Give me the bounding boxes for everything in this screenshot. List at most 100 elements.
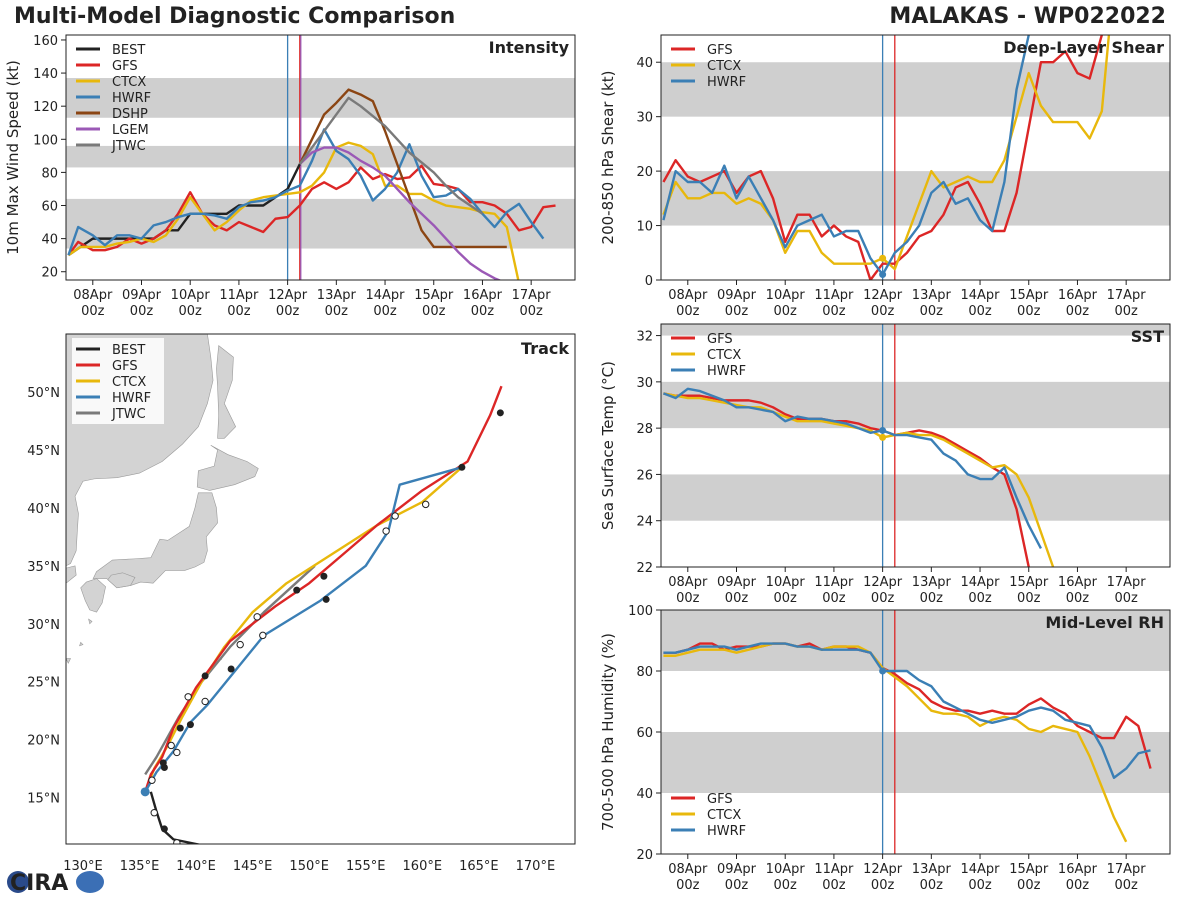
x-tick-date: 16Apr	[1058, 575, 1098, 590]
legend-label-hwrf: HWRF	[707, 824, 746, 839]
x-tick-hour: 00z	[422, 304, 446, 319]
legend-label-ctcx: CTCX	[707, 59, 741, 74]
x-tick-date: 08Apr	[668, 575, 708, 590]
legend-label-gfs: GFS	[707, 332, 733, 347]
track-point-open-hwrf	[148, 776, 156, 784]
x-tick-hour: 00z	[725, 591, 749, 606]
legend-label-jtwc: JTWC	[111, 407, 146, 422]
legend-label-ctcx: CTCX	[112, 75, 146, 90]
y-tick-label: 0	[645, 274, 653, 289]
shaded-band	[661, 381, 1170, 429]
track-point-open-best	[150, 809, 158, 817]
y-tick-label: 40	[41, 233, 58, 248]
plot-frame	[660, 34, 1171, 281]
x-tick-hour: 00z	[1114, 591, 1138, 606]
track-point-filled-hwrf	[186, 721, 194, 729]
x-tick-date: 17Apr	[1107, 862, 1147, 877]
x-tick-date: 16Apr	[463, 288, 503, 303]
x-tick-date: 08Apr	[668, 288, 708, 303]
x-tick-hour: 00z	[822, 304, 846, 319]
y-tick-label: 26	[636, 468, 653, 483]
shaded-band	[661, 474, 1170, 521]
lat-tick-label: 15°N	[27, 792, 60, 807]
x-tick-date: 13Apr	[317, 288, 357, 303]
track-point-open-best	[173, 839, 181, 844]
y-axis-label: 10m Max Wind Speed (kt)	[4, 60, 22, 255]
shaded-band	[661, 610, 1170, 671]
x-tick-hour: 00z	[519, 304, 543, 319]
x-tick-hour: 00z	[179, 304, 203, 319]
y-tick-label: 20	[636, 165, 653, 180]
shaded-band	[66, 145, 575, 168]
x-tick-hour: 00z	[774, 878, 798, 893]
x-tick-hour: 00z	[1114, 878, 1138, 893]
init-marker-ctcx	[879, 433, 887, 441]
x-tick-hour: 00z	[227, 304, 251, 319]
legend-label-ctcx: CTCX	[112, 375, 146, 390]
x-tick-hour: 00z	[1017, 878, 1041, 893]
lat-tick-label: 30°N	[27, 618, 60, 633]
x-tick-hour: 00z	[471, 304, 495, 319]
x-tick-hour: 00z	[1017, 304, 1041, 319]
y-tick-label: 40	[636, 56, 653, 71]
lat-tick-label: 45°N	[27, 444, 60, 459]
track-point-filled-hwrf	[293, 586, 301, 594]
track-point-filled-best	[160, 825, 168, 833]
x-tick-hour: 00z	[968, 878, 992, 893]
x-tick-date: 14Apr	[961, 575, 1001, 590]
legend-label-gfs: GFS	[112, 59, 138, 74]
legend-label-hwrf: HWRF	[112, 391, 151, 406]
lon-tick-label: 160°E	[403, 859, 443, 874]
legend-label-jtwc: JTWC	[111, 139, 146, 154]
x-tick-date: 16Apr	[1058, 288, 1098, 303]
lat-tick-label: 35°N	[27, 560, 60, 575]
main-title: Multi-Model Diagnostic Comparison	[14, 4, 456, 29]
legend-label-best: BEST	[112, 343, 145, 358]
x-tick-hour: 00z	[1017, 591, 1041, 606]
x-tick-date: 11Apr	[814, 575, 854, 590]
track-point-filled-gfs	[176, 724, 184, 732]
x-tick-date: 13Apr	[912, 288, 952, 303]
track-line-best	[149, 791, 203, 844]
y-tick-label: 20	[41, 266, 58, 281]
track-point-open-hwrf	[201, 697, 209, 706]
x-tick-hour: 00z	[968, 591, 992, 606]
init-marker-ctcx	[879, 254, 887, 262]
y-tick-label: 160	[33, 34, 58, 49]
land-mass	[66, 658, 72, 664]
land-mass	[79, 641, 84, 647]
land-mass	[80, 578, 106, 613]
legend-label-hwrf: HWRF	[707, 75, 746, 90]
x-tick-date: 14Apr	[961, 862, 1001, 877]
x-tick-hour: 00z	[130, 304, 154, 319]
y-tick-label: 22	[636, 561, 653, 576]
x-tick-date: 13Apr	[912, 575, 952, 590]
track-panel: 130°E 135°E 140°E 145°E 150°E 155°E 160°E 165°E…	[27, 333, 576, 874]
lon-tick-label: 165°E	[459, 859, 499, 874]
x-tick-date: 12Apr	[863, 862, 903, 877]
series-line-lgem	[298, 146, 502, 280]
panel-title: Intensity	[489, 38, 570, 57]
y-tick-label: 40	[636, 787, 653, 802]
y-tick-label: 32	[636, 330, 653, 345]
y-tick-label: 120	[33, 100, 58, 115]
x-tick-hour: 00z	[822, 878, 846, 893]
track-point-filled-gfs	[496, 409, 504, 417]
track-point-open-ctcx	[253, 613, 261, 621]
lat-tick-label: 25°N	[27, 676, 60, 691]
x-tick-date: 11Apr	[814, 288, 854, 303]
init-marker-hwrf	[879, 667, 887, 675]
y-tick-label: 100	[33, 133, 58, 148]
rh-panel: 2040608010008Apr00z09Apr00z10Apr00z11Apr…	[599, 604, 1171, 893]
track-point-filled-hwrf	[159, 759, 167, 767]
y-tick-label: 60	[636, 726, 653, 741]
land-mass	[88, 618, 93, 625]
land-mass	[196, 445, 259, 491]
track-point-filled-hwrf	[227, 665, 235, 673]
shaded-band	[66, 78, 575, 118]
x-tick-hour: 00z	[725, 878, 749, 893]
intensity-panel: 2040608010012014016008Apr00z09Apr00z10Ap…	[4, 34, 576, 319]
series-line-hwrf	[663, 642, 1151, 779]
x-tick-hour: 00z	[276, 304, 300, 319]
